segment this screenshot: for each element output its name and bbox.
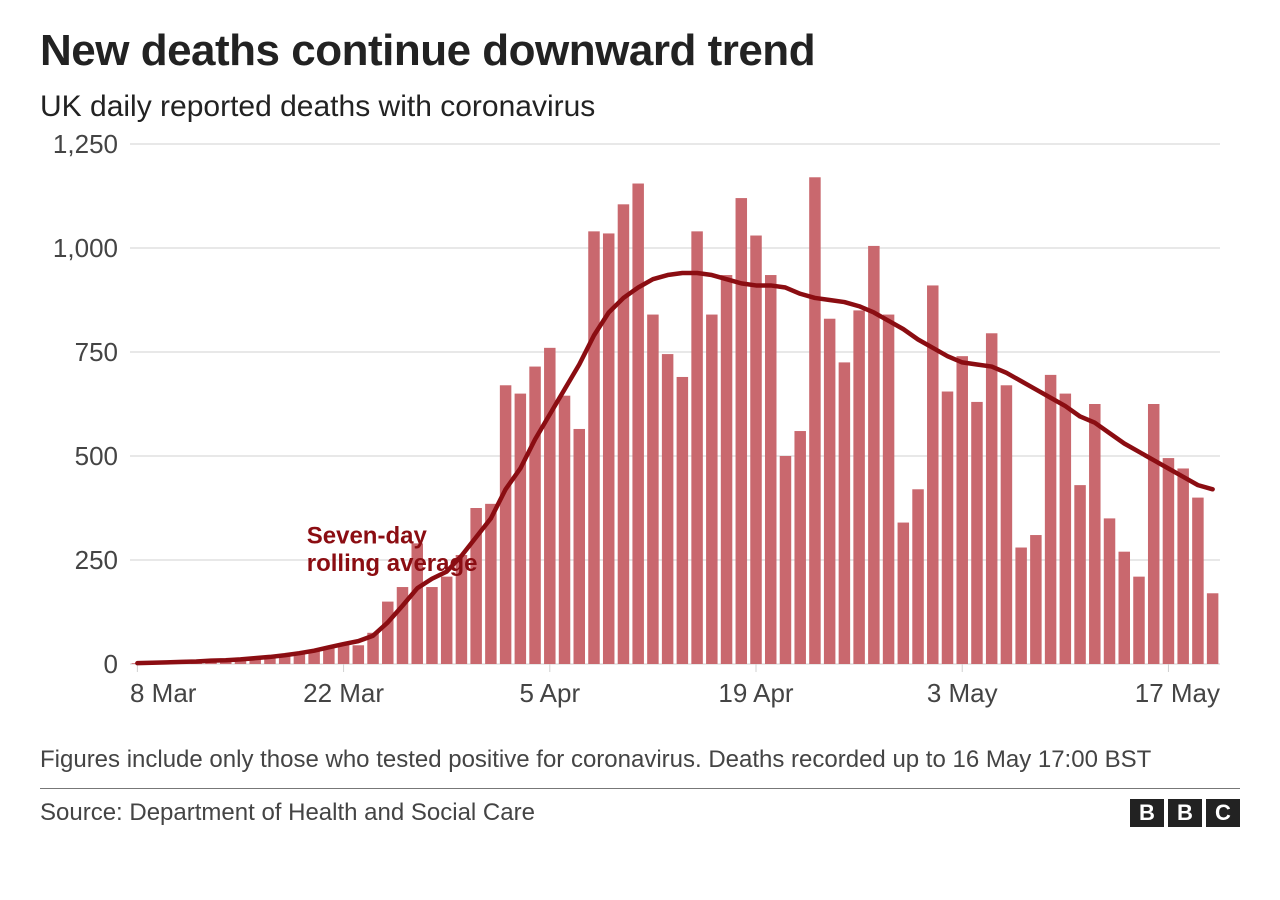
bar (1030, 535, 1041, 664)
bar (824, 319, 835, 664)
bar (515, 394, 526, 664)
bar (603, 233, 614, 664)
bar (736, 198, 747, 664)
bar (441, 577, 452, 664)
bbc-logo: B B C (1130, 799, 1240, 827)
y-tick-label: 500 (75, 441, 118, 471)
bar (971, 402, 982, 664)
bar (721, 275, 732, 664)
chart-area: 0 250 500 750 1,000 1,250 8 Mar 22 Mar 5 Apr 19 A… (40, 134, 1240, 724)
bar (632, 184, 643, 664)
bar (574, 429, 585, 664)
bar (1119, 552, 1130, 664)
annotation-line2: rolling average (307, 550, 478, 577)
bar (1001, 385, 1012, 664)
y-tick-label: 1,250 (53, 134, 118, 159)
bar (559, 396, 570, 664)
x-tick-label: 19 Apr (718, 678, 794, 708)
bar (1148, 404, 1159, 664)
bar (883, 315, 894, 664)
bar (750, 236, 761, 664)
bar (1207, 593, 1218, 664)
chart-source: Source: Department of Health and Social … (40, 799, 535, 827)
y-tick-label: 1,000 (53, 233, 118, 263)
x-tick-label: 5 Apr (519, 678, 580, 708)
bar (942, 392, 953, 664)
bar (1060, 394, 1071, 664)
bar (647, 315, 658, 664)
x-tick-label: 17 May (1135, 678, 1220, 708)
y-tick-label: 0 (104, 649, 118, 679)
y-tick-label: 250 (75, 545, 118, 575)
bar (794, 431, 805, 664)
bar (765, 275, 776, 664)
bar (1045, 375, 1056, 664)
bar (809, 177, 820, 664)
bar (853, 310, 864, 664)
annotation-line1: Seven-day (307, 522, 428, 549)
bar (706, 315, 717, 664)
bar (912, 489, 923, 664)
chart-subtitle: UK daily reported deaths with coronaviru… (40, 90, 1240, 124)
bar (986, 333, 997, 664)
bar (1015, 548, 1026, 664)
bar (1089, 404, 1100, 664)
x-tick-label: 8 Mar (130, 678, 197, 708)
bar (544, 348, 555, 664)
bbc-logo-c: C (1206, 799, 1240, 827)
bar (1163, 458, 1174, 664)
bar (691, 231, 702, 664)
bar (529, 367, 540, 664)
bar (588, 231, 599, 664)
x-tick-label: 22 Mar (303, 678, 384, 708)
bar (662, 354, 673, 664)
bar (677, 377, 688, 664)
bar (426, 587, 437, 664)
bar (485, 504, 496, 664)
bar (927, 285, 938, 664)
chart-title: New deaths continue downward trend (40, 26, 1240, 76)
bar (382, 602, 393, 664)
chart-footnote: Figures include only those who tested po… (40, 744, 1240, 776)
bar (956, 356, 967, 664)
bar (353, 645, 364, 664)
bar (1177, 468, 1188, 664)
bar (839, 362, 850, 664)
bar (780, 456, 791, 664)
bar (1192, 498, 1203, 664)
bbc-logo-b2: B (1168, 799, 1202, 827)
bar (1133, 577, 1144, 664)
bar (898, 523, 909, 664)
x-tick-label: 3 May (927, 678, 998, 708)
bar (500, 385, 511, 664)
bbc-logo-b1: B (1130, 799, 1164, 827)
bar (1074, 485, 1085, 664)
bar (618, 204, 629, 664)
y-tick-label: 750 (75, 337, 118, 367)
bar (1104, 518, 1115, 664)
